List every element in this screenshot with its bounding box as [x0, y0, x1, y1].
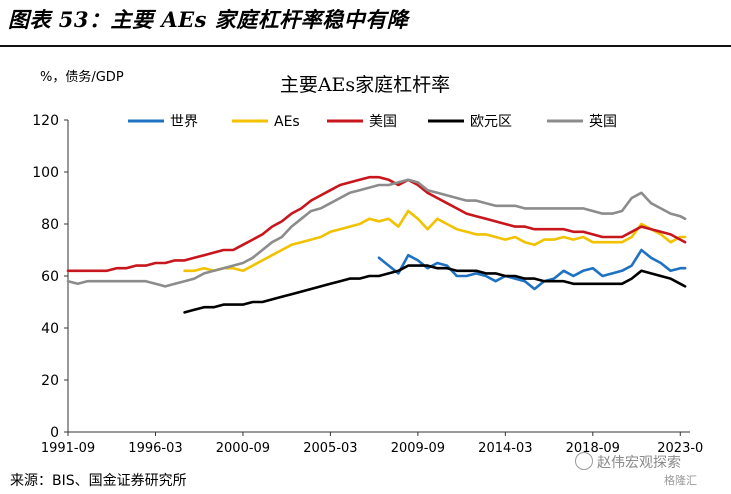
y-tick-label: 20	[41, 373, 59, 389]
watermark-secondary: 格隆汇	[664, 474, 697, 487]
x-tick-label: 2023-0	[657, 441, 703, 456]
source-note: 来源：BIS、国金证券研究所	[10, 473, 187, 489]
y-tick-label: 0	[50, 425, 59, 441]
x-tick-label: 2000-09	[216, 441, 270, 456]
figure-title: 图表 53：主要 AEs 家庭杠杆率稳中有降	[8, 7, 409, 32]
y-tick-label: 100	[32, 165, 59, 181]
y-tick-label: 40	[41, 321, 59, 337]
series-line-美国	[66, 175, 687, 273]
legend-label: 美国	[369, 114, 397, 130]
y-tick-label: 80	[41, 217, 59, 233]
x-tick-label: 2014-03	[478, 441, 532, 456]
x-tick-label: 1996-03	[128, 441, 182, 456]
y-tick-label: 120	[32, 113, 59, 129]
wechat-icon	[575, 452, 593, 470]
title-divider	[0, 45, 731, 47]
series-line-英国	[66, 178, 687, 288]
legend-label: AEs	[274, 114, 300, 130]
x-tick-label: 1991-09	[41, 441, 95, 456]
chart-title: 主要AEs家庭杠杆率	[279, 74, 451, 96]
y-tick-label: 60	[41, 269, 59, 285]
legend-label: 世界	[170, 114, 198, 130]
x-tick-label: 2009-09	[391, 441, 445, 456]
series-line-欧元区	[183, 264, 687, 314]
y-axis-label: %，债务/GDP	[40, 70, 124, 85]
series-line-AEs	[183, 209, 687, 273]
watermark-text: 赵伟宏观探索	[597, 455, 681, 471]
legend-label: 英国	[589, 113, 617, 130]
watermark: 赵伟宏观探索	[575, 452, 681, 472]
x-tick-label: 2005-03	[303, 441, 357, 456]
legend-label: 欧元区	[470, 114, 512, 130]
series-line-世界	[377, 248, 687, 291]
